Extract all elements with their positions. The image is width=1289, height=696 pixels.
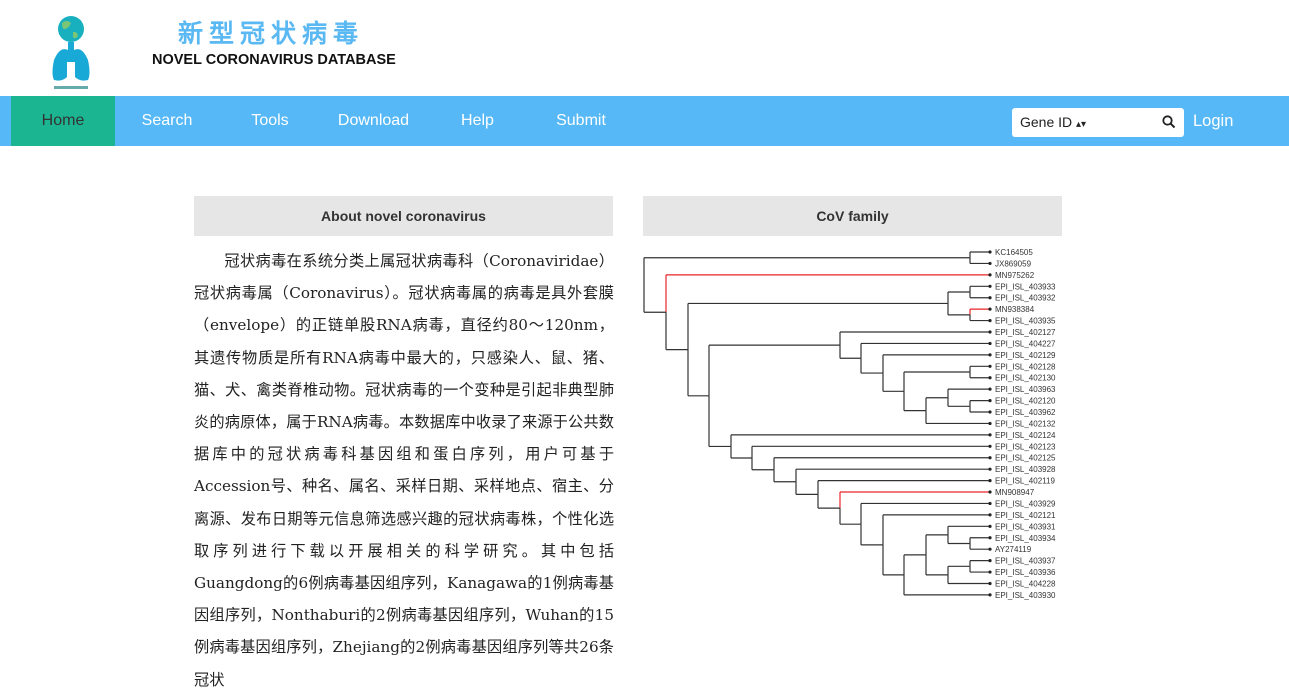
leaf-node bbox=[988, 376, 992, 380]
site-title-en: NOVEL CORONAVIRUS DATABASE bbox=[152, 52, 396, 68]
updown-icon: ▴▾ bbox=[1076, 119, 1087, 130]
leaf-label: EPI_ISL_403935 bbox=[995, 317, 1056, 326]
logo bbox=[52, 16, 90, 89]
leaf-label: EPI_ISL_403962 bbox=[995, 408, 1056, 417]
about-panel-title: About novel coronavirus bbox=[194, 196, 613, 236]
leaf-node bbox=[988, 513, 992, 517]
leaf-label: EPI_ISL_403963 bbox=[995, 385, 1056, 394]
search-box: Gene ID ▴▾ bbox=[1012, 108, 1184, 137]
leaf-node bbox=[988, 581, 992, 586]
leaf-node bbox=[988, 467, 992, 471]
leaf-label: EPI_ISL_402123 bbox=[995, 442, 1056, 451]
leaf-label: MN908947 bbox=[995, 488, 1035, 497]
leaf-node bbox=[988, 364, 992, 368]
nav-search[interactable]: Search bbox=[141, 112, 193, 129]
leaf-label: EPI_ISL_404228 bbox=[995, 579, 1056, 588]
leaf-label: AY274119 bbox=[995, 545, 1032, 554]
leaf-label: EPI_ISL_402132 bbox=[995, 419, 1056, 428]
leaf-label: MN938384 bbox=[995, 305, 1035, 314]
leaf-node bbox=[988, 296, 992, 300]
search-icon[interactable] bbox=[1162, 115, 1176, 129]
leaf-node bbox=[988, 536, 992, 540]
site-title-cn: 新型冠状病毒 bbox=[178, 19, 365, 48]
leaf-label: EPI_ISL_402127 bbox=[995, 328, 1056, 337]
leaf-node bbox=[988, 479, 992, 483]
leaf-label: JX869059 bbox=[995, 259, 1032, 268]
leaf-node bbox=[988, 410, 992, 414]
leaf-node bbox=[988, 307, 992, 311]
search-type-select[interactable]: Gene ID ▴▾ bbox=[1020, 114, 1086, 130]
leaf-node bbox=[988, 547, 992, 551]
leaf-label: EPI_ISL_403936 bbox=[995, 568, 1056, 577]
leaf-node bbox=[988, 444, 992, 448]
nav-submit[interactable]: Submit bbox=[556, 112, 606, 129]
leaf-label: EPI_ISL_402128 bbox=[995, 362, 1056, 371]
leaf-label: EPI_ISL_403934 bbox=[995, 534, 1056, 543]
nav-home[interactable]: Home bbox=[11, 96, 115, 146]
leaf-node bbox=[988, 421, 992, 426]
nav-help[interactable]: Help bbox=[461, 112, 494, 129]
leaf-label: EPI_ISL_403937 bbox=[995, 557, 1056, 566]
leaf-node bbox=[988, 250, 992, 254]
leaf-label: EPI_ISL_402119 bbox=[995, 477, 1055, 486]
leaf-label: EPI_ISL_403930 bbox=[995, 591, 1056, 600]
leaf-label: EPI_ISL_402120 bbox=[995, 397, 1056, 406]
leaf-label: EPI_ISL_402121 bbox=[995, 511, 1056, 520]
leaf-node bbox=[988, 387, 992, 391]
nav-download[interactable]: Download bbox=[337, 112, 410, 129]
leaf-node bbox=[988, 524, 992, 528]
login-link[interactable]: Login bbox=[1193, 112, 1234, 130]
leaf-label: EPI_ISL_402130 bbox=[995, 374, 1056, 383]
header: 新型冠状病毒 NOVEL CORONAVIRUS DATABASE bbox=[0, 0, 1289, 96]
leaf-node bbox=[988, 559, 992, 563]
leaf-label: EPI_ISL_403928 bbox=[995, 465, 1056, 474]
cov-family-tree: KC164505 JX869059 MN975262 EPI_ISL_403933 EP… bbox=[643, 248, 1056, 600]
leaf-label: EPI_ISL_402125 bbox=[995, 454, 1056, 463]
select-value: Gene ID bbox=[1020, 114, 1073, 130]
leaf-node bbox=[988, 261, 992, 266]
leaf-label: EPI_ISL_403932 bbox=[995, 294, 1056, 303]
leaf-node bbox=[988, 353, 992, 357]
leaf-node bbox=[988, 318, 992, 323]
leaf-label: MN975262 bbox=[995, 271, 1035, 280]
leaf-node bbox=[988, 501, 992, 506]
leaf-label: EPI_ISL_402124 bbox=[995, 431, 1056, 440]
leaf-node bbox=[988, 398, 992, 403]
leaf-label: KC164505 bbox=[995, 248, 1033, 257]
leaf-node bbox=[988, 330, 992, 334]
leaf-node bbox=[988, 593, 992, 597]
about-text: 冠状病毒在系统分类上属冠状病毒科（Coronaviridae）冠状病毒属（Cor… bbox=[194, 252, 614, 689]
nav-tools[interactable]: Tools bbox=[251, 112, 289, 129]
leaf-node bbox=[988, 433, 992, 437]
leaf-label: EPI_ISL_404227 bbox=[995, 339, 1056, 348]
leaf-node bbox=[988, 341, 992, 346]
cov-panel-title: CoV family bbox=[643, 196, 1062, 236]
leaf-label: EPI_ISL_403931 bbox=[995, 522, 1056, 531]
leaf-label: EPI_ISL_403933 bbox=[995, 282, 1056, 291]
leaf-node bbox=[988, 570, 992, 574]
leaf-node bbox=[988, 284, 992, 288]
leaf-node bbox=[988, 490, 992, 494]
leaf-node bbox=[988, 273, 992, 277]
leaf-label: EPI_ISL_402129 bbox=[995, 351, 1056, 360]
leaf-label: EPI_ISL_403929 bbox=[995, 499, 1056, 508]
leaf-node bbox=[988, 456, 992, 460]
